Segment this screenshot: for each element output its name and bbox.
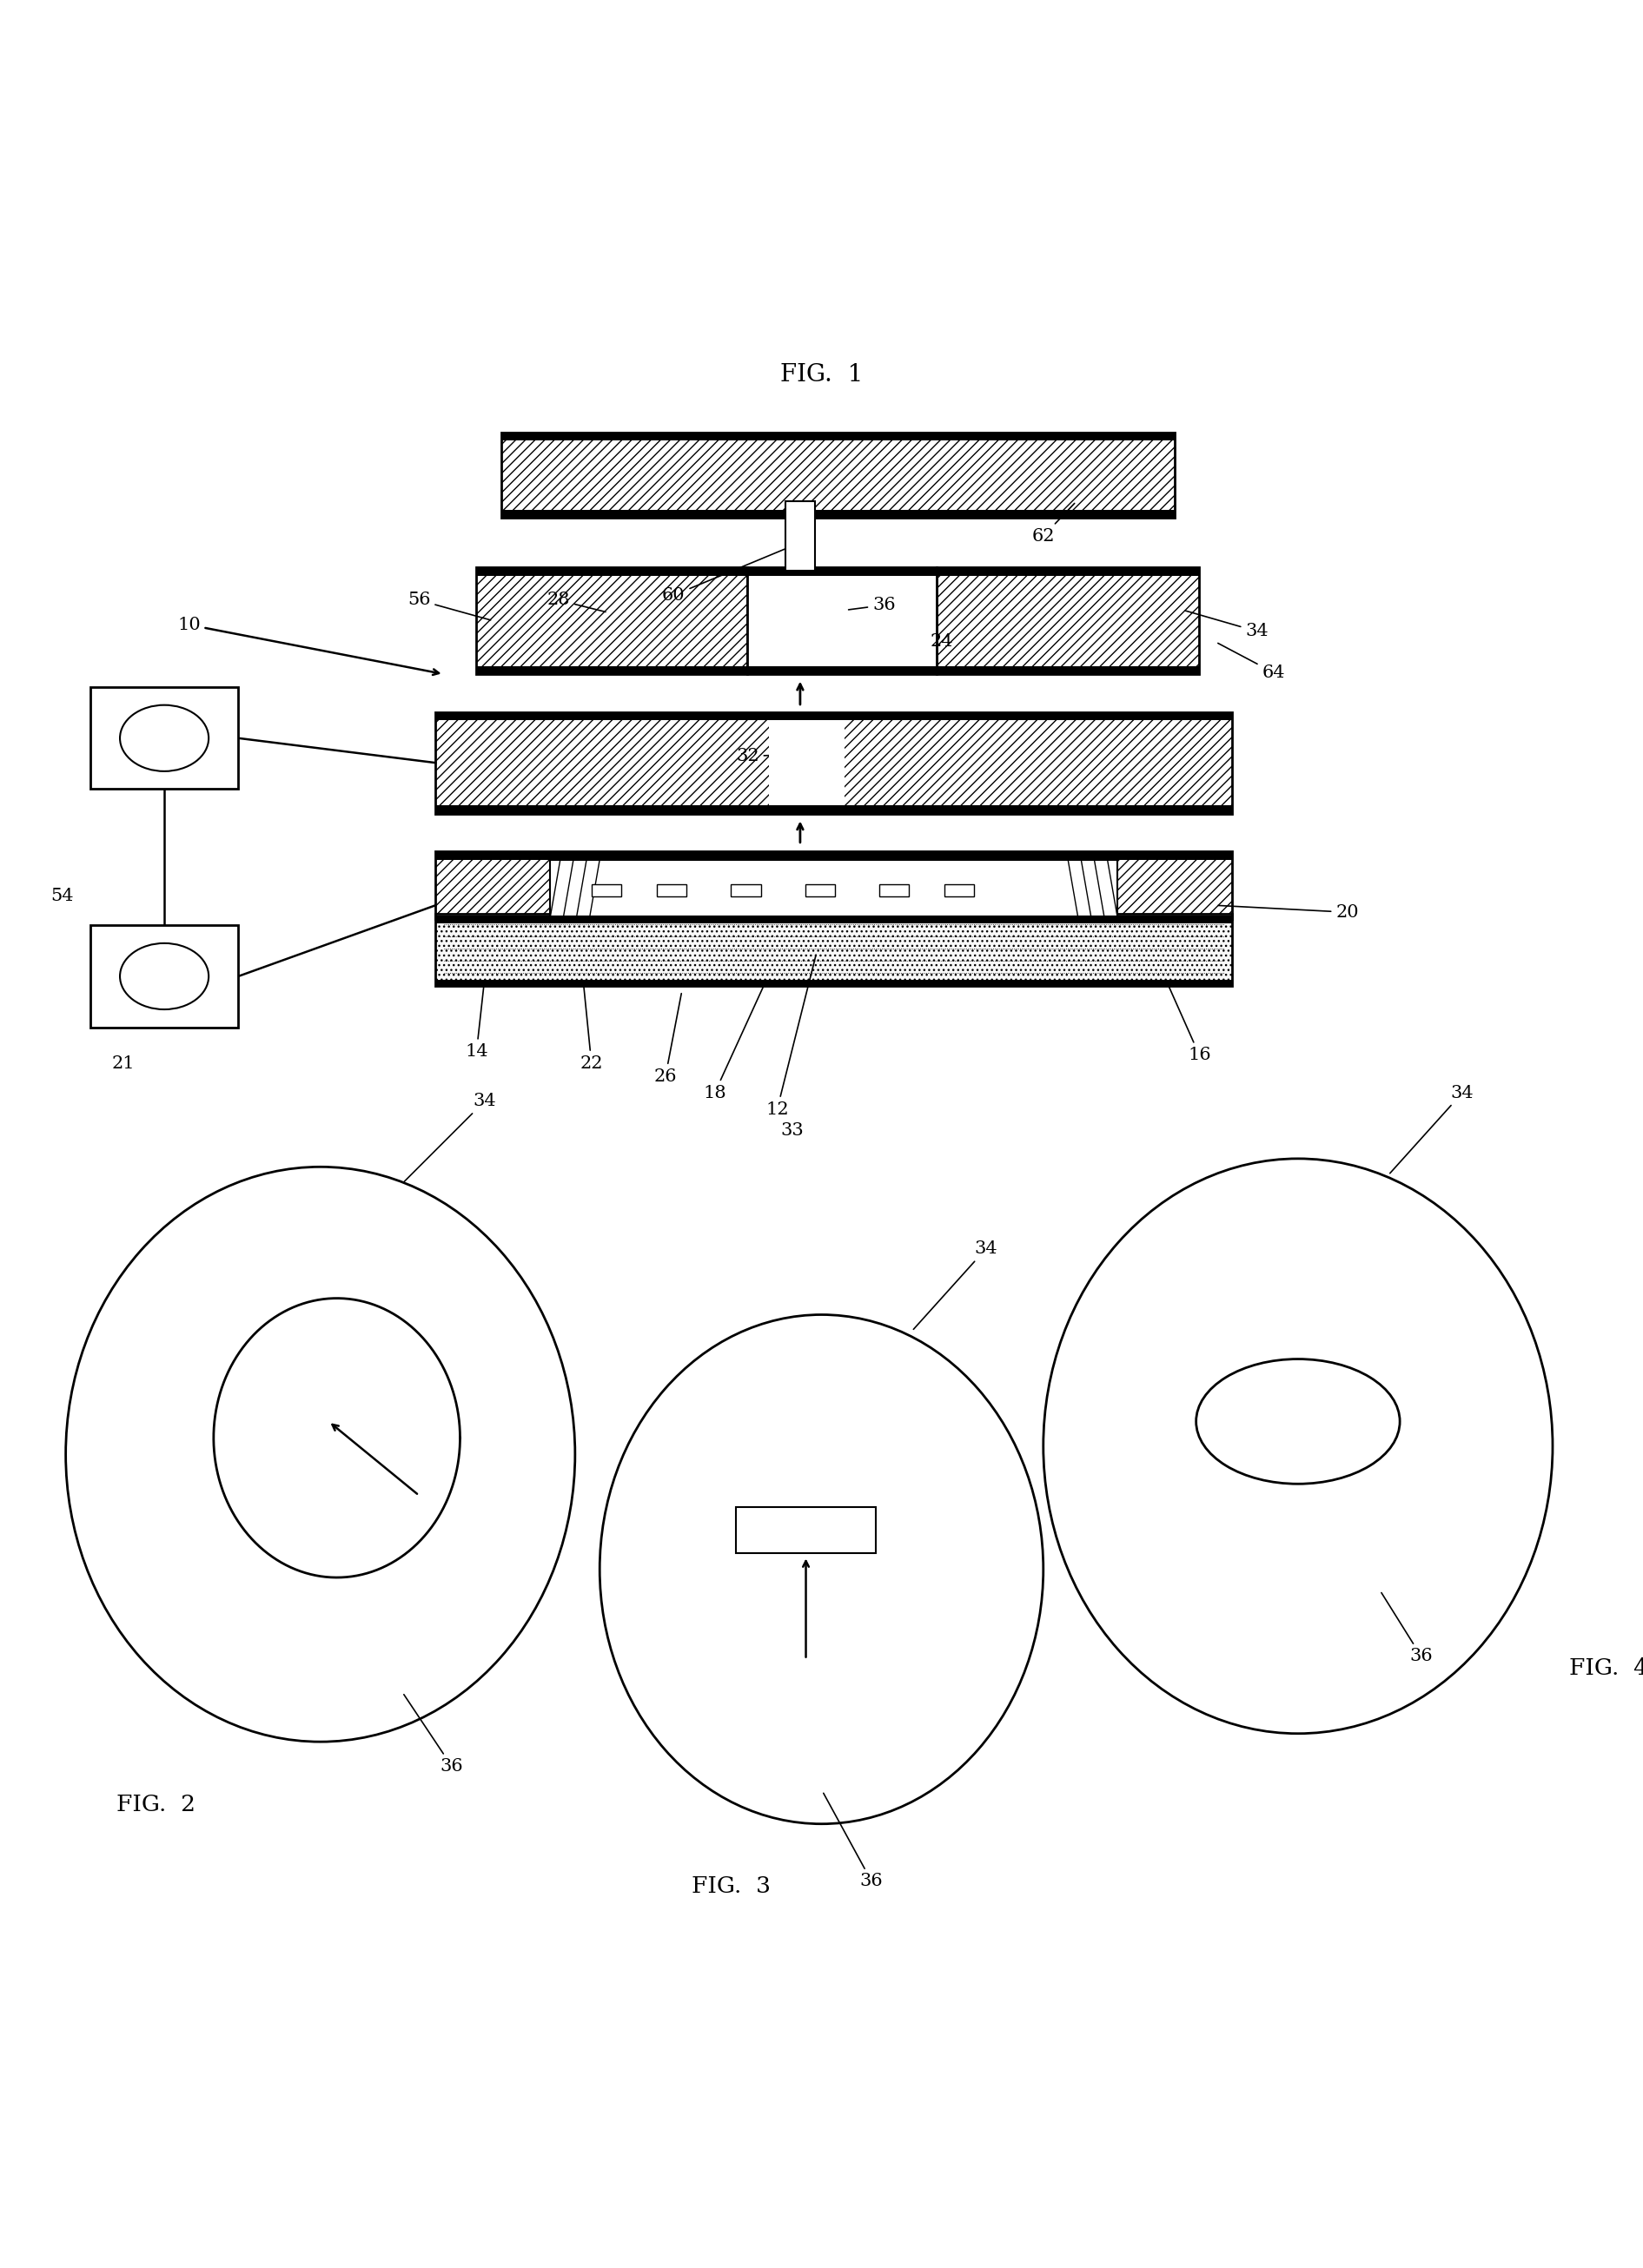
- Text: FIG.  1: FIG. 1: [780, 363, 863, 388]
- Text: 56: 56: [407, 592, 491, 619]
- Bar: [435, 914, 1232, 987]
- Bar: [785, 501, 815, 572]
- Bar: [805, 885, 835, 896]
- Bar: [550, 860, 1117, 916]
- Bar: [476, 667, 1199, 674]
- Bar: [769, 576, 845, 667]
- Text: 36: 36: [823, 1794, 884, 1889]
- Text: 22: 22: [580, 984, 603, 1070]
- Bar: [476, 567, 748, 674]
- Text: 58: 58: [813, 612, 836, 631]
- Text: 64: 64: [1217, 644, 1285, 680]
- Bar: [476, 567, 1199, 576]
- Text: FIG.  3: FIG. 3: [692, 1876, 771, 1896]
- Text: 62: 62: [1032, 503, 1075, 544]
- Text: 28: 28: [547, 592, 606, 612]
- Bar: [769, 719, 845, 805]
- Bar: [435, 980, 1232, 987]
- Text: V: V: [158, 968, 171, 984]
- Text: 33: 33: [780, 1123, 803, 1139]
- Text: 36: 36: [1382, 1592, 1433, 1665]
- Bar: [435, 916, 1232, 923]
- Text: FIG.  4: FIG. 4: [1569, 1658, 1643, 1678]
- Bar: [501, 510, 1175, 517]
- Ellipse shape: [1196, 1359, 1400, 1483]
- Text: 36: 36: [404, 1694, 463, 1774]
- Text: 11: 11: [161, 694, 184, 744]
- Text: 36: 36: [848, 596, 895, 612]
- Bar: [501, 433, 1175, 440]
- Bar: [736, 1506, 876, 1554]
- Bar: [90, 687, 238, 789]
- Bar: [657, 885, 687, 896]
- Text: 12: 12: [766, 955, 817, 1118]
- Bar: [731, 885, 761, 896]
- Text: 34: 34: [404, 1093, 496, 1182]
- Ellipse shape: [600, 1315, 1043, 1823]
- Bar: [435, 712, 1232, 719]
- Ellipse shape: [66, 1166, 575, 1742]
- Text: 14: 14: [465, 980, 488, 1059]
- Text: V: V: [158, 730, 171, 746]
- Text: 34: 34: [1185, 610, 1268, 640]
- Bar: [435, 712, 1232, 814]
- Bar: [879, 885, 909, 896]
- Text: 34: 34: [1390, 1084, 1474, 1173]
- Text: 24: 24: [930, 633, 953, 649]
- Text: 32: 32: [736, 748, 790, 764]
- Bar: [90, 925, 238, 1027]
- Bar: [937, 567, 1199, 674]
- Bar: [945, 885, 974, 896]
- Bar: [435, 850, 1232, 919]
- Text: 21: 21: [112, 1055, 135, 1070]
- Text: 18: 18: [703, 980, 766, 1102]
- Text: 60: 60: [662, 544, 798, 603]
- Text: 26: 26: [654, 993, 682, 1084]
- Bar: [591, 885, 621, 896]
- Text: 54: 54: [51, 887, 74, 905]
- Ellipse shape: [120, 705, 209, 771]
- Text: 20: 20: [1217, 905, 1359, 921]
- Ellipse shape: [1043, 1159, 1553, 1733]
- Bar: [435, 805, 1232, 814]
- Text: 10: 10: [177, 617, 439, 676]
- Text: 34: 34: [914, 1241, 997, 1329]
- Text: 16: 16: [1168, 984, 1211, 1064]
- Bar: [501, 433, 1175, 517]
- Text: FIG.  2: FIG. 2: [117, 1794, 196, 1814]
- Bar: [748, 567, 937, 674]
- Ellipse shape: [120, 943, 209, 1009]
- Bar: [435, 850, 1232, 860]
